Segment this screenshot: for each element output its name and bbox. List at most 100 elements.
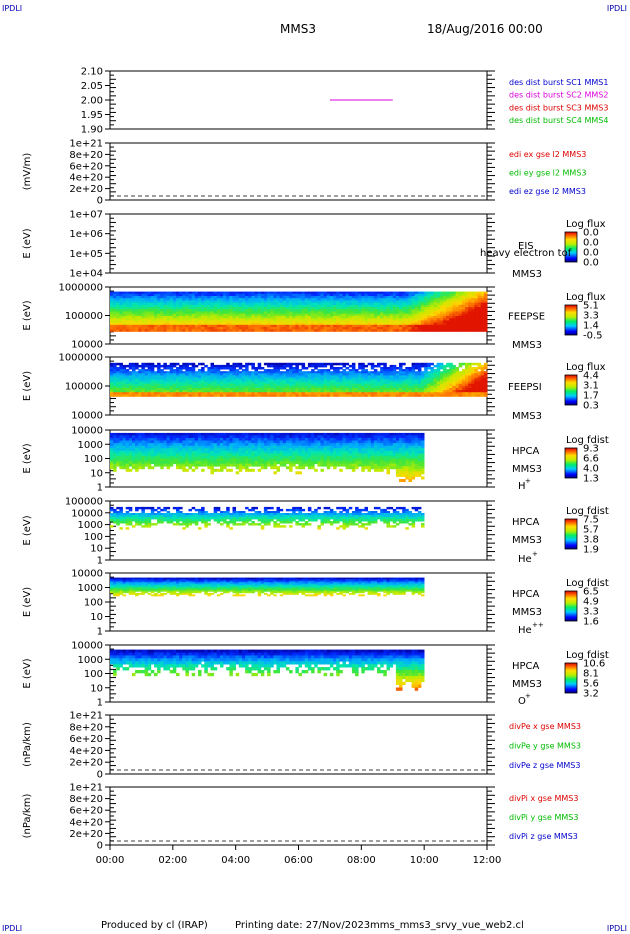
heatmap-cell: [166, 377, 171, 380]
heatmap-cell: [402, 296, 406, 299]
heatmap-cell: [285, 379, 290, 383]
heatmap-cell: [439, 392, 444, 395]
heatmap-cell: [220, 379, 224, 383]
heatmap-cell: [333, 385, 337, 389]
heatmap-cell: [449, 381, 453, 385]
heatmap-cell: [370, 313, 375, 317]
heatmap-cell: [427, 311, 431, 315]
heatmap-cell: [329, 373, 334, 376]
heatmap-cell: [320, 379, 324, 383]
heatmap-cell: [216, 379, 221, 383]
heatmap-cell: [204, 375, 208, 378]
heatmap-cell: [235, 307, 240, 310]
heatmap-cell: [154, 296, 158, 299]
heatmap-cell: [150, 388, 155, 391]
heatmap-cell: [163, 463, 167, 467]
heatmap-cell: [323, 364, 328, 368]
heatmap-cell: [260, 293, 265, 297]
heatmap-cell: [241, 318, 246, 321]
heatmap-cell: [414, 394, 419, 397]
heatmap-cell: [235, 324, 240, 328]
heatmap-cell: [245, 438, 249, 441]
y-tick-label: 6e+20: [69, 734, 103, 745]
heatmap-cell: [248, 390, 252, 393]
heatmap-cell: [370, 318, 375, 321]
heatmap-cell: [226, 318, 230, 321]
heatmap-cell: [474, 377, 478, 380]
heatmap-cell: [125, 318, 130, 321]
heatmap-cell: [358, 367, 362, 370]
heatmap-cell: [169, 435, 174, 439]
heatmap-cell: [138, 375, 142, 378]
heatmap-cell: [298, 383, 302, 387]
heatmap-cell: [465, 311, 469, 315]
heatmap-cell: [188, 309, 192, 312]
heatmap-cell: [257, 377, 262, 380]
heatmap-cell: [373, 311, 378, 315]
heatmap-cell: [351, 302, 356, 306]
heatmap-cell: [377, 291, 381, 295]
heatmap-cell: [119, 320, 123, 323]
heatmap-cell: [201, 302, 205, 306]
heatmap-cell: [182, 364, 186, 368]
heatmap-cell: [386, 327, 390, 330]
heatmap-cell: [198, 322, 202, 326]
heatmap-cell: [179, 307, 183, 310]
heatmap-cell: [144, 435, 149, 439]
heatmap-cell: [238, 371, 243, 374]
heatmap-cell: [238, 450, 243, 454]
heatmap-cell: [185, 318, 189, 321]
heatmap-cell: [163, 443, 167, 447]
heatmap-cell: [188, 385, 192, 389]
heatmap-cell: [260, 375, 265, 378]
heatmap-cell: [141, 455, 145, 459]
heatmap-cell: [113, 440, 117, 444]
heatmap-cell: [333, 392, 337, 395]
heatmap-cell: [198, 390, 202, 393]
heatmap-cell: [238, 375, 243, 378]
heatmap-cell: [179, 432, 183, 436]
heatmap-cell: [443, 394, 447, 397]
heatmap-cell: [154, 394, 158, 397]
heatmap-cell: [424, 309, 428, 312]
heatmap-cell: [216, 455, 221, 459]
heatmap-cell: [179, 322, 183, 326]
heatmap-cell: [333, 383, 337, 387]
heatmap-cell: [298, 298, 302, 301]
heatmap-cell: [411, 291, 416, 295]
heatmap-cell: [351, 375, 356, 378]
heatmap-cell: [182, 381, 186, 385]
heatmap-cell: [465, 377, 469, 380]
heatmap-cell: [289, 383, 293, 387]
heatmap-cell: [386, 315, 390, 319]
heatmap-cell: [226, 435, 230, 439]
heatmap-cell: [160, 371, 164, 374]
heatmap-cell: [314, 373, 318, 376]
heatmap-cell: [298, 369, 302, 372]
heatmap-cell: [408, 315, 412, 319]
heatmap-cell: [254, 367, 258, 370]
heatmap-cell: [267, 388, 271, 391]
heatmap-cell: [163, 390, 167, 393]
heatmap-cell: [383, 291, 387, 295]
heatmap-cell: [458, 309, 463, 312]
heatmap-cell: [276, 392, 280, 395]
heatmap-cell: [194, 383, 199, 387]
heatmap-cell: [223, 388, 227, 391]
heatmap-cell: [154, 311, 158, 315]
heatmap-cell: [314, 309, 318, 312]
heatmap-cell: [355, 300, 359, 303]
heatmap-cell: [468, 383, 472, 387]
heatmap-cell: [254, 432, 258, 436]
heatmap-cell: [433, 307, 438, 310]
heatmap-cell: [248, 455, 252, 459]
heatmap-cell: [119, 371, 123, 374]
heatmap-cell: [216, 458, 221, 462]
heatmap-cell: [122, 367, 127, 370]
heatmap-cell: [461, 390, 466, 393]
heatmap-cell: [229, 309, 233, 312]
heatmap-cell: [113, 298, 117, 301]
heatmap-cell: [188, 300, 192, 303]
heatmap-cell: [263, 324, 268, 328]
heatmap-cell: [342, 381, 346, 385]
